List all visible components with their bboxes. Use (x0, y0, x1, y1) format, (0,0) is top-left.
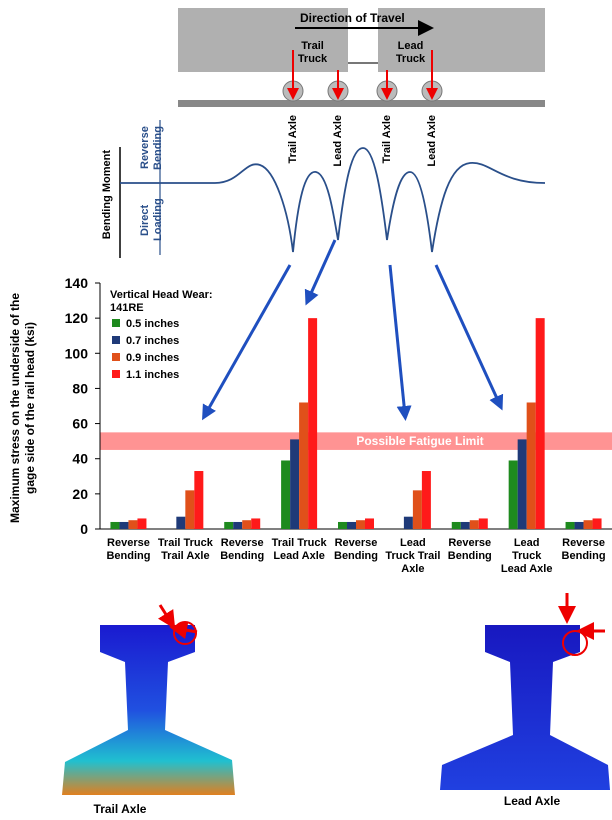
y-tick-label: 40 (72, 451, 88, 467)
bar (185, 490, 195, 529)
legend-swatch (112, 336, 120, 344)
bar (299, 402, 309, 529)
bar (233, 521, 243, 529)
load-arrow (157, 604, 176, 630)
x-tick-label: Trail Truck Trail Axle (157, 537, 213, 562)
x-tick-label: Lead Truck Trail Axle (385, 537, 441, 575)
x-tick-label: Lead Truck Lead Axle (500, 537, 553, 575)
moment-curve (120, 147, 546, 253)
bar (251, 518, 261, 529)
rail-section-left (62, 625, 235, 795)
bar (194, 471, 204, 529)
direct-label: Direct Loading (139, 198, 164, 242)
legend-label: 1.1 inches (126, 369, 179, 381)
y-tick-label: 0 (80, 521, 88, 537)
bar (128, 520, 138, 529)
axle-label: Lead Axle (332, 115, 344, 167)
y-tick-label: 100 (65, 345, 89, 361)
bar (290, 439, 300, 529)
x-tick-label: Reverse Bending (447, 537, 492, 562)
axle-label: Trail Axle (287, 115, 299, 164)
rail-caption: Lead Axle (503, 794, 561, 808)
bar (451, 521, 461, 529)
y-tick-label: 60 (72, 416, 88, 432)
legend-swatch (112, 353, 120, 361)
legend-title: Vertical Head Wear: 141RE (110, 289, 213, 314)
bar (242, 520, 252, 529)
rail-caption: Trail Axle (93, 802, 147, 816)
moment-label: Bending Moment (101, 150, 113, 240)
bar (110, 521, 120, 529)
truck-label: Lead Truck (395, 40, 426, 65)
bar (508, 460, 518, 529)
legend-swatch (112, 370, 120, 378)
bar (403, 516, 413, 529)
y-tick-label: 140 (65, 275, 89, 291)
trail-truck-body (178, 8, 348, 72)
truck-label: Trail Truck (297, 40, 328, 65)
y-tick-label: 120 (65, 310, 89, 326)
bar (308, 318, 318, 529)
legend-swatch (112, 319, 120, 327)
direction-label: Direction of Travel (300, 11, 405, 25)
rail (178, 100, 545, 107)
bar (281, 460, 291, 529)
bar (478, 518, 488, 529)
y-tick-label: 80 (72, 380, 88, 396)
fatigue-limit-label: Possible Fatigue Limit (356, 434, 483, 448)
load-arrow (169, 621, 198, 640)
bar (583, 520, 593, 529)
bar (421, 471, 431, 529)
bar (356, 520, 365, 529)
legend-label: 0.7 inches (126, 335, 179, 347)
x-tick-label: Trail Truck Lead Axle (271, 537, 327, 562)
axle-label: Trail Axle (381, 115, 393, 164)
lead-truck-body (378, 8, 545, 72)
x-tick-label: Reverse Bending (561, 537, 606, 562)
bar (338, 521, 347, 529)
wheels (282, 50, 443, 102)
bar (592, 518, 602, 529)
bar (365, 518, 374, 529)
bar (565, 521, 575, 529)
y-axis-title: Maximum stress on the underside of the g… (8, 292, 37, 524)
bar (574, 521, 584, 529)
legend-label: 0.9 inches (126, 352, 179, 364)
bar (224, 521, 234, 529)
chart: Possible Fatigue Limit 0 20 40 60 80 100 120 140… (65, 275, 612, 537)
bar (137, 518, 147, 529)
bar (535, 318, 545, 529)
rail-section-right (440, 625, 610, 790)
bar (347, 521, 356, 529)
bar (412, 490, 422, 529)
x-tick-label: Reverse Bending (220, 537, 265, 562)
x-tick-label: Reverse Bending (334, 537, 378, 562)
bar (460, 521, 470, 529)
x-tick-label: Reverse Bending (106, 537, 151, 562)
bar (517, 439, 527, 529)
y-tick-label: 20 (72, 486, 88, 502)
axle-label: Lead Axle (426, 115, 438, 167)
bar (176, 516, 186, 529)
bar (119, 521, 129, 529)
hotspot-right (562, 630, 588, 656)
legend-label: 0.5 inches (126, 318, 179, 330)
fatigue-limit-band (100, 432, 612, 450)
mapping-arrows (202, 239, 504, 421)
reverse-label: Reverse Bending (139, 126, 164, 170)
bar (469, 520, 479, 529)
bar (526, 402, 536, 529)
